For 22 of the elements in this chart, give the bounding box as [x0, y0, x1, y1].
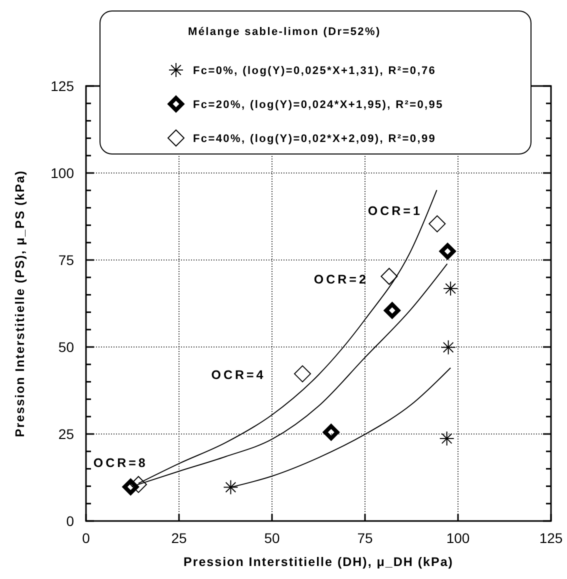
legend-label: Fc=0%, (log(Y)=0,025*X+1,31), R²=0,76	[193, 65, 436, 77]
y-axis-title: Pression Interstitielle (PS), μ_PS (kPa)	[13, 170, 27, 438]
y-tick-label: 25	[58, 426, 74, 442]
x-tick-label: 100	[446, 530, 470, 546]
y-tick-label: 75	[58, 252, 74, 268]
legend-label: Fc=20%, (log(Y)=0,024*X+1,95), R²=0,95	[193, 99, 444, 111]
legend-title: Mélange sable-limon (Dr=52%)	[188, 26, 381, 38]
annotation: OCR=1	[368, 204, 422, 218]
annotation: OCR=4	[211, 368, 266, 382]
annotation: OCR=8	[93, 456, 148, 470]
x-tick-label: 0	[82, 530, 90, 546]
y-tick-label: 0	[66, 513, 74, 529]
x-tick-label: 50	[264, 530, 280, 546]
x-tick-label: 125	[539, 530, 563, 546]
x-tick-label: 25	[171, 530, 187, 546]
y-tick-label: 125	[50, 78, 74, 94]
x-axis-title: Pression Interstitielle (DH), μ_DH (kPa)	[184, 555, 454, 569]
y-tick-label: 50	[58, 339, 74, 355]
legend-label: Fc=40%, (log(Y)=0,02*X+2,09), R²=0,99	[193, 133, 436, 145]
x-tick-label: 75	[357, 530, 373, 546]
annotation: OCR=2	[314, 272, 368, 286]
y-tick-label: 100	[50, 165, 74, 181]
